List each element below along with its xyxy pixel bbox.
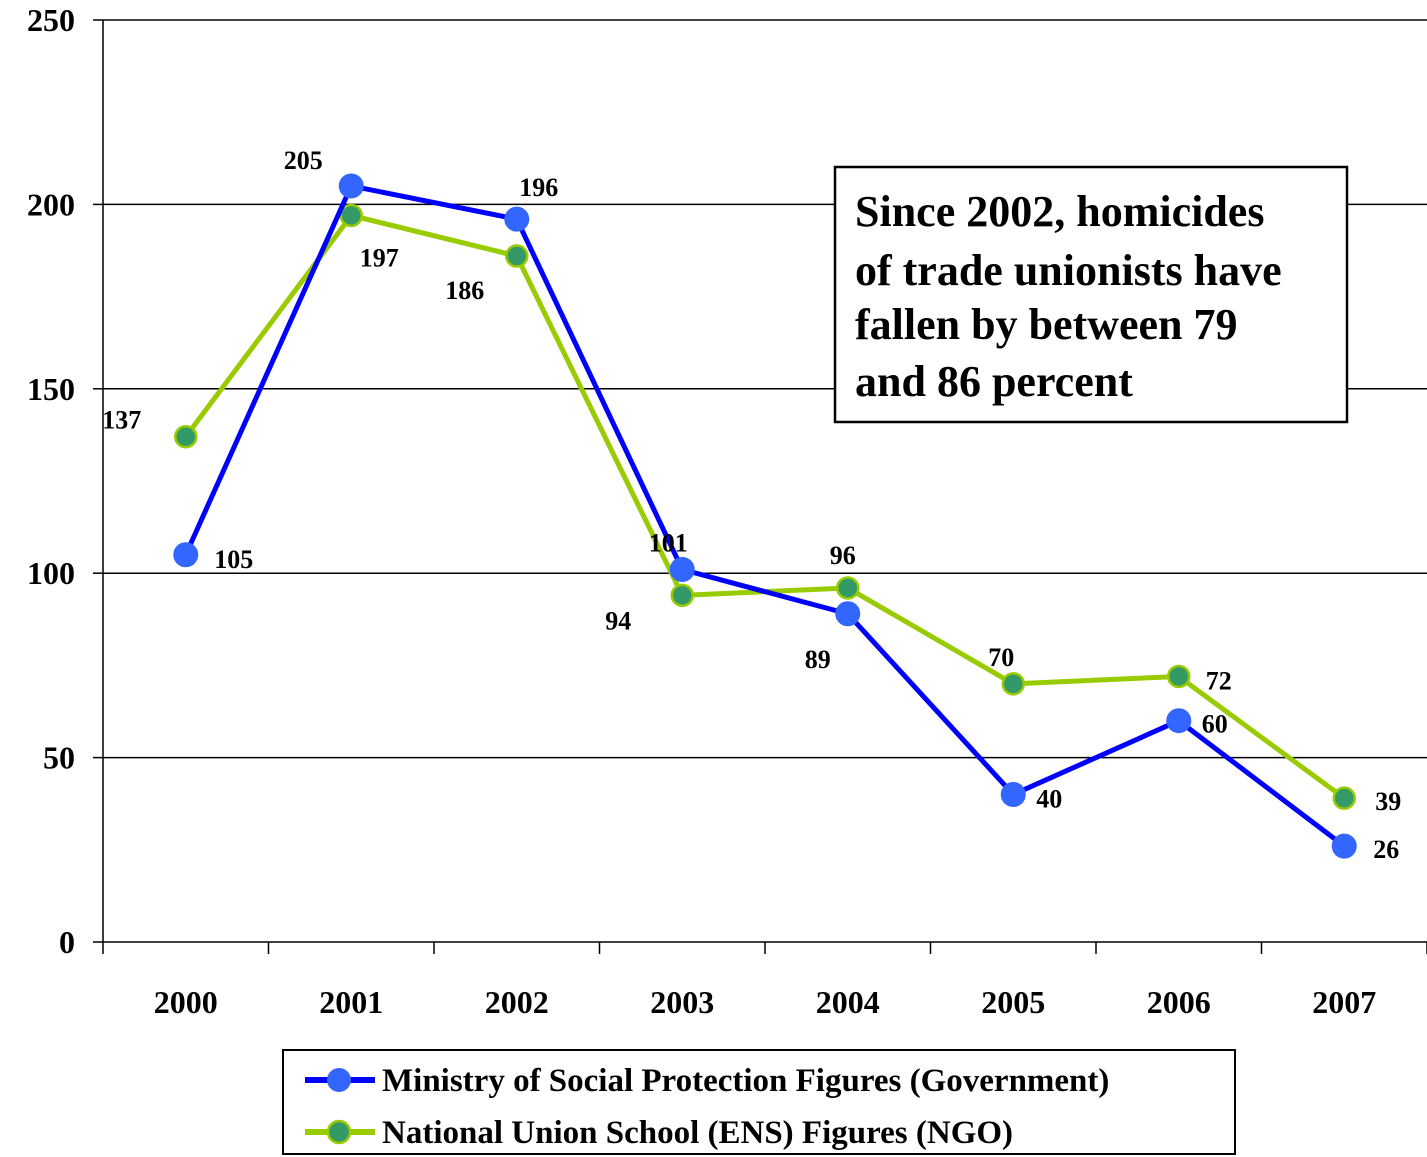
x-tick-label-2000: 2000: [154, 984, 218, 1020]
annotation-box: Since 2002, homicides of trade unionists…: [833, 165, 1349, 424]
series-0-label-2001: 205: [284, 146, 323, 175]
series-0-label-2005: 40: [1036, 784, 1062, 813]
series-0-label-2006: 60: [1202, 710, 1228, 739]
x-tick-label-2004: 2004: [816, 984, 880, 1020]
x-tick-label-2007: 2007: [1312, 984, 1376, 1020]
series-0-point-2000: [173, 542, 199, 568]
series-1-point-2000: [174, 424, 198, 449]
legend-marker-government: [327, 1068, 351, 1092]
x-tick-label-2005: 2005: [981, 984, 1045, 1020]
series-0-label-2002: 196: [519, 173, 558, 202]
data-labels: 105 205 196 101 89 40 60 26 137 197 186 94 96 70 72 39: [102, 146, 1401, 864]
series-1-point-2002: [505, 244, 529, 268]
series-1-label-2004: 96: [830, 541, 856, 570]
annotation-border: [833, 165, 1349, 424]
series-0-point-2007: [1331, 833, 1357, 859]
series-0-label-2003: 101: [649, 529, 688, 558]
legend-label-ngo: National Union School (ENS) Figures (NGO…: [382, 1115, 1013, 1151]
legend: Ministry of Social Protection Figures (G…: [282, 1049, 1236, 1155]
series-0-label-2000: 105: [214, 545, 253, 574]
annotation-line-2: of trade unionists have: [855, 246, 1282, 295]
annotation-line-4: and 86 percent: [855, 357, 1133, 406]
series-1-point-2003: [670, 583, 694, 608]
y-tick-label-250: 250: [27, 2, 75, 38]
series-1-point-2007: [1332, 786, 1356, 810]
series-1-label-2001: 197: [360, 243, 399, 272]
legend-label-government: Ministry of Social Protection Figures (G…: [382, 1063, 1109, 1099]
series-0-point-2003: [669, 557, 695, 583]
series-0-point-2006: [1166, 708, 1192, 734]
series-0-label-2004: 89: [805, 645, 831, 674]
annotation-line-3: fallen by between 79: [855, 300, 1238, 349]
series-1-label-2000: 137: [102, 406, 141, 435]
series-1-label-2006: 72: [1206, 666, 1232, 695]
y-tick-label-0: 0: [59, 924, 75, 960]
annotation-line-1: Since 2002, homicides: [855, 187, 1264, 236]
x-tick-label-2002: 2002: [485, 984, 549, 1020]
series-1-point-2006: [1167, 664, 1191, 689]
series-0-point-2005: [1000, 781, 1026, 807]
series-0-label-2007: 26: [1373, 835, 1399, 864]
axes: 0 50 100 150 200 250 2000 2001 2002 2003 2004 2005 2…: [27, 2, 1427, 1020]
series-1-label-2007: 39: [1375, 787, 1401, 816]
y-tick-label-200: 200: [27, 186, 75, 222]
series-0-point-2002: [504, 206, 530, 232]
series-1-label-2002: 186: [445, 276, 484, 305]
y-tick-label-50: 50: [43, 740, 75, 776]
y-tick-label-100: 100: [27, 555, 75, 591]
legend-marker-ngo: [326, 1119, 352, 1145]
series-1-point-2005: [1001, 672, 1025, 696]
x-tick-label-2003: 2003: [650, 984, 714, 1020]
x-tick-label-2006: 2006: [1147, 984, 1211, 1020]
legend-border: [282, 1049, 1236, 1155]
x-tick-label-2001: 2001: [319, 984, 383, 1020]
series-0-point-2004: [835, 601, 861, 627]
y-tick-label-150: 150: [27, 371, 75, 407]
series-1-point-2004: [836, 576, 860, 600]
series-0-point-2001: [338, 173, 364, 199]
series-1-label-2005: 70: [988, 643, 1014, 672]
series-line-0: [183, 183, 1346, 849]
series: [173, 173, 1357, 859]
series-1-label-2003: 94: [605, 606, 631, 635]
